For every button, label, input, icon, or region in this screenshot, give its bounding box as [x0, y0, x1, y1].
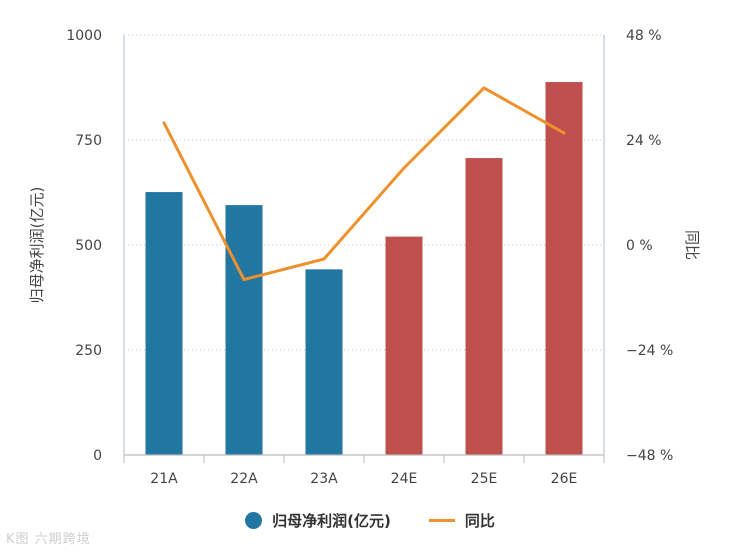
chart-canvas: 21A 22A 23A 24E 25E 26E 0 250 500 750 1000 −48 % −24… — [28, 28, 701, 487]
x-tick-label: 21A — [150, 471, 178, 487]
grid — [124, 34, 604, 351]
legend-dot-icon — [245, 511, 263, 529]
y-tick-label-left: 1000 — [66, 28, 102, 44]
x-tick-label: 25E — [471, 471, 498, 487]
bar — [145, 192, 183, 455]
legend-item-yoy[interactable]: 同比 — [428, 510, 495, 531]
x-tick-label: 23A — [310, 471, 338, 487]
y-tick-label-right: 48 % — [626, 28, 662, 44]
bar — [305, 269, 343, 455]
y-tick-label-right: 0 % — [626, 238, 653, 254]
bar — [465, 158, 503, 455]
watermark: K图 六期跨境 — [6, 532, 91, 547]
growth-line-point — [242, 278, 246, 282]
growth-line-point — [322, 257, 326, 261]
x-tick-label: 22A — [230, 471, 258, 487]
y-tick-label-right: 24 % — [626, 133, 662, 149]
growth-line-path — [162, 86, 566, 282]
y-tick-label-left: 250 — [75, 343, 102, 359]
y-tick-label-left: 750 — [75, 133, 102, 149]
bar — [225, 205, 263, 455]
legend-label-profit: 归母净利润(亿元) — [272, 511, 391, 530]
axes: 21A 22A 23A 24E 25E 26E 0 250 500 750 1000 −48 % −24… — [66, 28, 673, 487]
growth-line — [162, 86, 566, 282]
y-tick-label-left: 500 — [75, 238, 102, 254]
legend-label-yoy: 同比 — [464, 511, 495, 530]
y-tick-label-left: 0 — [93, 448, 102, 464]
growth-line-point — [562, 131, 566, 135]
bars — [145, 82, 583, 455]
x-tick-label: 26E — [551, 471, 578, 487]
legend: 归母净利润(亿元) 同比 — [0, 505, 740, 535]
y-tick-label-right: −24 % — [626, 343, 673, 359]
legend-line-icon — [428, 518, 455, 522]
y-axis-right-title: 同比 — [683, 230, 701, 260]
growth-line-point — [482, 86, 486, 90]
legend-item-profit[interactable]: 归母净利润(亿元) — [245, 510, 391, 531]
bar — [545, 82, 583, 455]
y-axis-left-title: 归母净利润(亿元) — [28, 187, 46, 304]
x-tick-label: 24E — [391, 471, 418, 487]
growth-line-point — [402, 166, 406, 170]
y-tick-label-right: −48 % — [626, 448, 673, 464]
bar — [385, 236, 423, 455]
growth-line-point — [162, 121, 166, 125]
